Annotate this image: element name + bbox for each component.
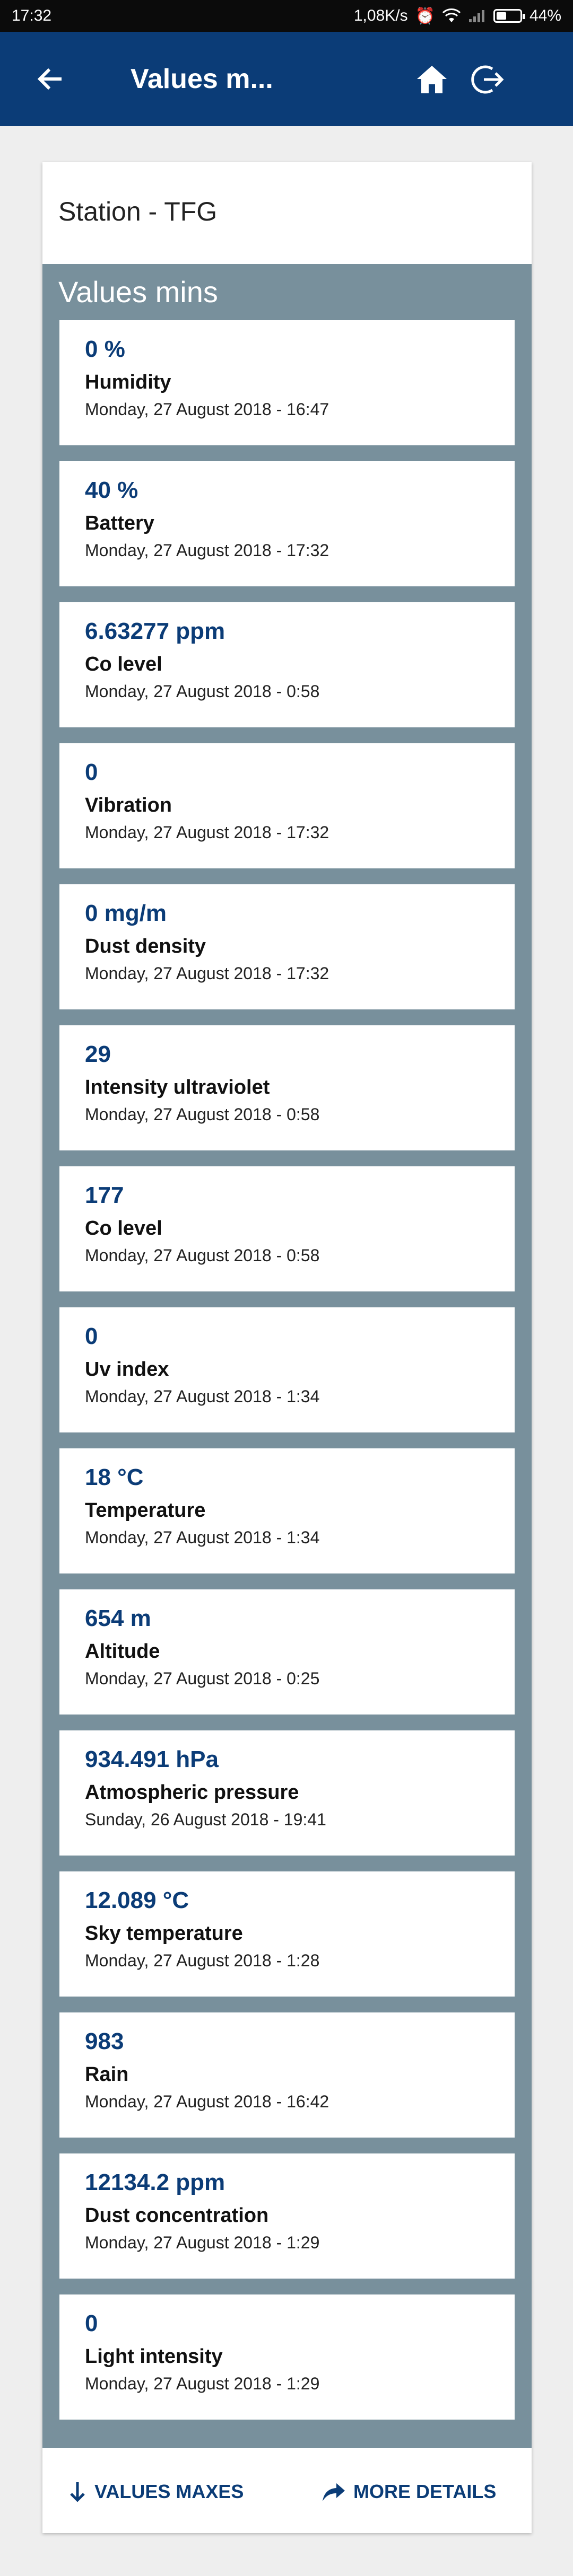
list-item[interactable]: 934.491 hPa Atmospheric pressure Sunday,… [59, 1730, 515, 1856]
list-item[interactable]: 12134.2 ppm Dust concentration Monday, 2… [59, 2153, 515, 2279]
item-label: Temperature [85, 1499, 206, 1522]
arrow-down-icon [70, 2482, 85, 2502]
item-datetime: Monday, 27 August 2018 - 0:58 [85, 1246, 320, 1265]
item-value: 177 [85, 1182, 124, 1208]
item-label: Co level [85, 1217, 162, 1239]
item-value: 12.089 °C [85, 1887, 189, 1913]
item-datetime: Monday, 27 August 2018 - 16:47 [85, 400, 329, 419]
item-datetime: Monday, 27 August 2018 - 1:34 [85, 1387, 320, 1406]
item-datetime: Monday, 27 August 2018 - 0:58 [85, 1105, 320, 1124]
station-title: Station - TFG [58, 197, 218, 226]
values-mins-section: Values mins 0 % Humidity Monday, 27 Augu… [42, 264, 532, 2448]
list-item[interactable]: 40 % Battery Monday, 27 August 2018 - 17… [59, 461, 515, 586]
back-button[interactable] [31, 60, 68, 98]
list-item[interactable]: 29 Intensity ultraviolet Monday, 27 Augu… [59, 1025, 515, 1150]
list-item[interactable]: 0 Uv index Monday, 27 August 2018 - 1:34 [59, 1307, 515, 1432]
item-value: 654 m [85, 1605, 151, 1631]
item-label: Intensity ultraviolet [85, 1076, 270, 1098]
list-item[interactable]: 6.63277 ppm Co level Monday, 27 August 2… [59, 602, 515, 727]
item-datetime: Monday, 27 August 2018 - 0:25 [85, 1669, 320, 1688]
list-item[interactable]: 0 % Humidity Monday, 27 August 2018 - 16… [59, 320, 515, 445]
item-value: 18 °C [85, 1464, 144, 1490]
item-datetime: Monday, 27 August 2018 - 0:58 [85, 682, 320, 701]
item-value: 0 % [85, 336, 125, 362]
item-label: Dust density [85, 935, 206, 957]
share-arrow-icon [323, 2483, 345, 2501]
item-label: Atmospheric pressure [85, 1781, 299, 1804]
item-value: 29 [85, 1041, 111, 1067]
battery-percent: 44% [529, 7, 561, 24]
item-value: 934.491 hPa [85, 1746, 219, 1772]
item-value: 0 [85, 2310, 98, 2336]
item-datetime: Monday, 27 August 2018 - 17:32 [85, 823, 329, 842]
item-value: 0 [85, 759, 98, 785]
list-item[interactable]: 177 Co level Monday, 27 August 2018 - 0:… [59, 1166, 515, 1291]
status-indicators: 1,08K/s ⏰ 44% [354, 7, 561, 25]
list-item[interactable]: 654 m Altitude Monday, 27 August 2018 - … [59, 1589, 515, 1715]
arrow-left-icon [37, 68, 62, 90]
more-details-button[interactable]: MORE DETAILS [322, 2476, 496, 2508]
item-value: 0 [85, 1323, 98, 1349]
item-value: 6.63277 ppm [85, 618, 225, 644]
list-item[interactable]: 983 Rain Monday, 27 August 2018 - 16:42 [59, 2012, 515, 2138]
battery-icon [493, 9, 525, 23]
list-item[interactable]: 12.089 °C Sky temperature Monday, 27 Aug… [59, 1871, 515, 1997]
item-label: Battery [85, 512, 154, 534]
station-card: Station - TFG Values mins 0 % Humidity M… [42, 162, 532, 2533]
status-time: 17:32 [12, 7, 52, 24]
item-label: Vibration [85, 794, 172, 816]
item-datetime: Monday, 27 August 2018 - 16:42 [85, 2092, 329, 2111]
app-bar: Values m... [0, 32, 573, 126]
item-label: Sky temperature [85, 1922, 243, 1945]
list-item[interactable]: 0 Light intensity Monday, 27 August 2018… [59, 2294, 515, 2420]
list-item[interactable]: 0 mg/m Dust density Monday, 27 August 20… [59, 884, 515, 1009]
home-button[interactable] [413, 60, 451, 99]
item-datetime: Sunday, 26 August 2018 - 19:41 [85, 1810, 326, 1829]
section-title: Values mins [58, 275, 218, 309]
item-label: Light intensity [85, 2345, 223, 2368]
home-icon [417, 66, 447, 93]
list-item[interactable]: 18 °C Temperature Monday, 27 August 2018… [59, 1448, 515, 1573]
item-label: Uv index [85, 1358, 169, 1381]
item-datetime: Monday, 27 August 2018 - 1:29 [85, 2374, 320, 2393]
item-label: Altitude [85, 1640, 160, 1663]
item-value: 983 [85, 2028, 124, 2054]
item-label: Co level [85, 653, 162, 675]
item-datetime: Monday, 27 August 2018 - 17:32 [85, 964, 329, 983]
alarm-icon: ⏰ [415, 7, 435, 25]
item-value: 0 mg/m [85, 900, 167, 926]
status-bar: 17:32 1,08K/s ⏰ 44% [0, 0, 573, 32]
item-datetime: Monday, 27 August 2018 - 1:29 [85, 2233, 320, 2252]
logout-icon [471, 65, 504, 94]
card-footer: VALUES MAXES MORE DETAILS [42, 2448, 532, 2533]
more-details-label: MORE DETAILS [353, 2481, 497, 2502]
signal-icon [468, 10, 484, 22]
item-label: Humidity [85, 371, 171, 393]
item-label: Dust concentration [85, 2204, 269, 2227]
wifi-icon [442, 8, 461, 22]
item-datetime: Monday, 27 August 2018 - 1:28 [85, 1951, 320, 1970]
item-value: 12134.2 ppm [85, 2169, 225, 2195]
logout-button[interactable] [469, 60, 507, 99]
item-datetime: Monday, 27 August 2018 - 1:34 [85, 1528, 320, 1547]
network-speed: 1,08K/s [353, 7, 408, 24]
list-item[interactable]: 0 Vibration Monday, 27 August 2018 - 17:… [59, 743, 515, 868]
item-datetime: Monday, 27 August 2018 - 17:32 [85, 541, 329, 560]
item-value: 40 % [85, 477, 138, 503]
item-label: Rain [85, 2063, 129, 2086]
page-title: Values m... [131, 64, 273, 94]
values-maxes-button[interactable]: VALUES MAXES [68, 2476, 244, 2508]
values-maxes-label: VALUES MAXES [94, 2481, 244, 2502]
